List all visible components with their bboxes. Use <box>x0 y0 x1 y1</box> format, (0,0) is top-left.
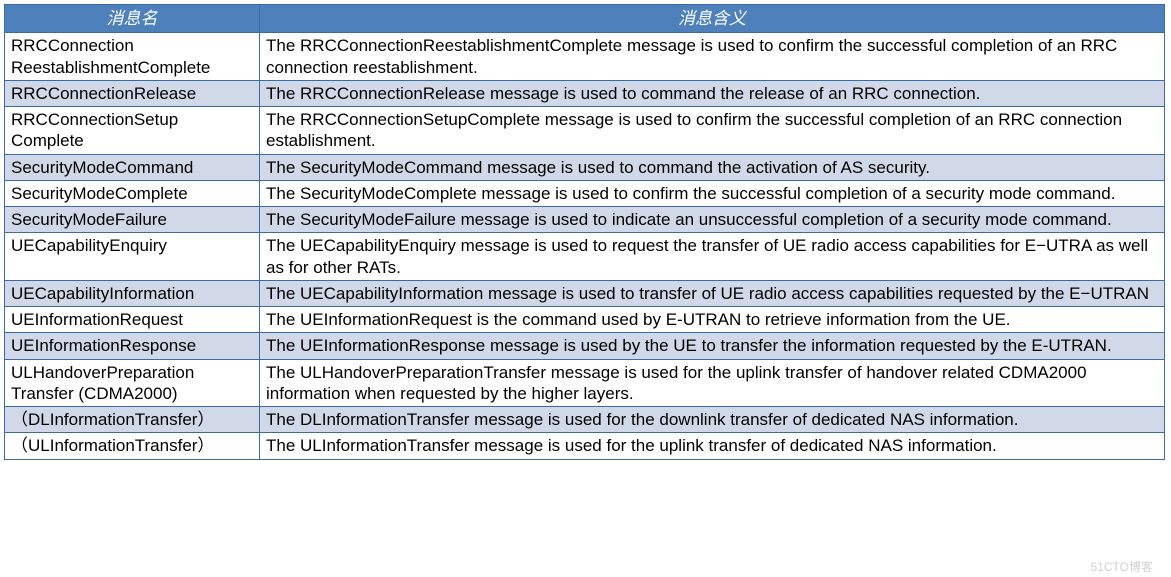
cell-name: SecurityModeFailure <box>5 207 260 233</box>
cell-meaning: The RRCConnectionSetupComplete message i… <box>260 107 1165 155</box>
cell-name: UEInformationResponse <box>5 333 260 359</box>
table-row: SecurityModeComplete The SecurityModeCom… <box>5 180 1165 206</box>
cell-name: UECapabilityInformation <box>5 280 260 306</box>
cell-meaning: The SecurityModeComplete message is used… <box>260 180 1165 206</box>
table-row: SecurityModeFailure The SecurityModeFail… <box>5 207 1165 233</box>
cell-meaning: The UEInformationRequest is the command … <box>260 307 1165 333</box>
table-row: ULHandoverPreparation Transfer (CDMA2000… <box>5 359 1165 407</box>
cell-name: （ULInformationTransfer） <box>5 433 260 459</box>
cell-name: UEInformationRequest <box>5 307 260 333</box>
watermark-text: 51CTO博客 <box>1091 558 1153 575</box>
cell-meaning: The DLInformationTransfer message is use… <box>260 407 1165 433</box>
cell-name: （DLInformationTransfer） <box>5 407 260 433</box>
table-row: RRCConnectionSetup Complete The RRCConne… <box>5 107 1165 155</box>
cell-name: RRCConnectionRelease <box>5 80 260 106</box>
table-row: UECapabilityEnquiry The UECapabilityEnqu… <box>5 233 1165 281</box>
table-row: （ULInformationTransfer） The ULInformatio… <box>5 433 1165 459</box>
col-header-meaning: 消息含义 <box>260 5 1165 33</box>
rrc-message-table: 消息名 消息含义 RRCConnection ReestablishmentCo… <box>4 4 1165 460</box>
cell-meaning: The RRCConnectionRelease message is used… <box>260 80 1165 106</box>
table-row: （DLInformationTransfer） The DLInformatio… <box>5 407 1165 433</box>
table-row: SecurityModeCommand The SecurityModeComm… <box>5 154 1165 180</box>
cell-meaning: The SecurityModeCommand message is used … <box>260 154 1165 180</box>
table-row: UEInformationRequest The UEInformationRe… <box>5 307 1165 333</box>
cell-meaning: The UECapabilityInformation message is u… <box>260 280 1165 306</box>
cell-name: ULHandoverPreparation Transfer (CDMA2000… <box>5 359 260 407</box>
table-header-row: 消息名 消息含义 <box>5 5 1165 33</box>
table-row: RRCConnection ReestablishmentComplete Th… <box>5 33 1165 81</box>
cell-meaning: The SecurityModeFailure message is used … <box>260 207 1165 233</box>
cell-name: RRCConnection ReestablishmentComplete <box>5 33 260 81</box>
cell-meaning: The ULInformationTransfer message is use… <box>260 433 1165 459</box>
cell-meaning: The UECapabilityEnquiry message is used … <box>260 233 1165 281</box>
cell-name: SecurityModeCommand <box>5 154 260 180</box>
cell-meaning: The UEInformationResponse message is use… <box>260 333 1165 359</box>
col-header-name: 消息名 <box>5 5 260 33</box>
cell-name: RRCConnectionSetup Complete <box>5 107 260 155</box>
table-row: RRCConnectionRelease The RRCConnectionRe… <box>5 80 1165 106</box>
cell-name: SecurityModeComplete <box>5 180 260 206</box>
cell-name: UECapabilityEnquiry <box>5 233 260 281</box>
cell-meaning: The ULHandoverPreparationTransfer messag… <box>260 359 1165 407</box>
table-row: UECapabilityInformation The UECapability… <box>5 280 1165 306</box>
table-row: UEInformationResponse The UEInformationR… <box>5 333 1165 359</box>
cell-meaning: The RRCConnectionReestablishmentComplete… <box>260 33 1165 81</box>
